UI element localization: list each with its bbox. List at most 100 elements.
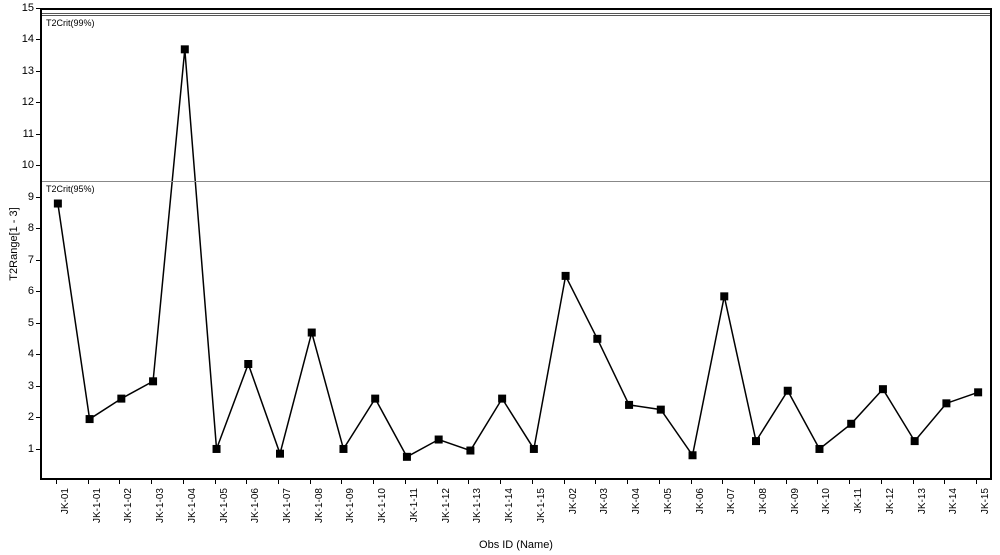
x-tick-mark: [564, 480, 565, 484]
data-marker: [879, 385, 887, 393]
x-tick-label: JK-1-06: [250, 488, 261, 523]
x-tick-mark: [659, 480, 660, 484]
x-tick-label: JK-1-01: [92, 488, 103, 523]
x-tick-mark: [722, 480, 723, 484]
y-tick-mark: [36, 386, 40, 387]
y-tick-label: 8: [0, 222, 34, 234]
y-tick-mark: [36, 323, 40, 324]
y-tick-label: 10: [0, 159, 34, 171]
data-marker: [784, 387, 792, 395]
x-tick-mark: [754, 480, 755, 484]
x-tick-mark: [817, 480, 818, 484]
y-tick-mark: [36, 165, 40, 166]
data-marker: [911, 437, 919, 445]
data-marker: [974, 388, 982, 396]
y-tick-mark: [36, 102, 40, 103]
data-marker: [593, 335, 601, 343]
data-marker: [181, 45, 189, 53]
x-tick-label: JK-1-11: [409, 488, 420, 522]
y-tick-mark: [36, 8, 40, 9]
y-tick-mark: [36, 417, 40, 418]
y-tick-mark: [36, 71, 40, 72]
data-marker: [942, 399, 950, 407]
x-tick-mark: [691, 480, 692, 484]
x-tick-label: JK-07: [726, 488, 737, 514]
data-marker: [815, 445, 823, 453]
y-tick-label: 5: [0, 317, 34, 329]
x-tick-mark: [215, 480, 216, 484]
x-tick-label: JK-1-05: [219, 488, 230, 523]
y-axis-label: T2Range[1 - 3]: [8, 204, 20, 284]
data-marker: [752, 437, 760, 445]
x-tick-mark: [119, 480, 120, 484]
data-marker: [625, 401, 633, 409]
x-axis-label: Obs ID (Name): [40, 539, 992, 551]
data-marker: [466, 447, 474, 455]
y-tick-mark: [36, 134, 40, 135]
y-tick-mark: [36, 449, 40, 450]
data-marker: [435, 436, 443, 444]
x-tick-mark: [151, 480, 152, 484]
x-tick-label: JK-12: [885, 488, 896, 514]
data-marker: [117, 395, 125, 403]
data-marker: [689, 451, 697, 459]
x-tick-mark: [595, 480, 596, 484]
x-tick-label: JK-14: [948, 488, 959, 514]
crit-line-label: T2Crit(99%): [44, 17, 97, 29]
x-tick-label: JK-1-12: [441, 488, 452, 523]
y-tick-label: 12: [0, 96, 34, 108]
data-marker: [720, 292, 728, 300]
x-tick-mark: [627, 480, 628, 484]
x-tick-label: JK-13: [917, 488, 928, 514]
x-tick-mark: [310, 480, 311, 484]
x-tick-label: JK-1-15: [536, 488, 547, 523]
y-tick-label: 1: [0, 443, 34, 455]
x-tick-label: JK-08: [758, 488, 769, 514]
x-tick-label: JK-1-02: [123, 488, 134, 523]
y-tick-mark: [36, 291, 40, 292]
data-marker: [86, 415, 94, 423]
x-tick-label: JK-05: [663, 488, 674, 514]
data-marker: [403, 453, 411, 461]
data-marker: [308, 329, 316, 337]
y-tick-label: 15: [0, 2, 34, 14]
y-tick-mark: [36, 228, 40, 229]
y-tick-label: 2: [0, 411, 34, 423]
x-tick-mark: [246, 480, 247, 484]
x-tick-mark: [913, 480, 914, 484]
y-tick-label: 3: [0, 380, 34, 392]
x-tick-label: JK-1-07: [282, 488, 293, 523]
data-marker: [213, 445, 221, 453]
x-tick-mark: [56, 480, 57, 484]
x-tick-mark: [278, 480, 279, 484]
y-tick-label: 6: [0, 285, 34, 297]
x-tick-mark: [500, 480, 501, 484]
crit-line-shadow: [42, 13, 990, 14]
x-tick-label: JK-1-14: [504, 488, 515, 523]
data-marker: [562, 272, 570, 280]
x-tick-mark: [88, 480, 89, 484]
x-tick-label: JK-15: [980, 488, 991, 514]
crit-line: [42, 15, 990, 16]
x-tick-label: JK-03: [599, 488, 610, 514]
y-tick-mark: [36, 197, 40, 198]
x-tick-mark: [944, 480, 945, 484]
y-tick-label: 9: [0, 191, 34, 203]
x-tick-label: JK-04: [631, 488, 642, 514]
y-tick-label: 11: [0, 128, 34, 140]
x-tick-label: JK-09: [790, 488, 801, 514]
x-tick-mark: [976, 480, 977, 484]
data-marker: [498, 395, 506, 403]
x-tick-mark: [532, 480, 533, 484]
data-marker: [54, 200, 62, 208]
data-marker: [149, 377, 157, 385]
data-marker: [339, 445, 347, 453]
x-tick-label: JK-1-13: [472, 488, 483, 523]
data-marker: [276, 450, 284, 458]
x-tick-mark: [341, 480, 342, 484]
x-tick-label: JK-11: [853, 488, 864, 513]
x-tick-label: JK-06: [695, 488, 706, 514]
series-line: [58, 49, 978, 456]
data-marker: [371, 395, 379, 403]
x-tick-mark: [786, 480, 787, 484]
